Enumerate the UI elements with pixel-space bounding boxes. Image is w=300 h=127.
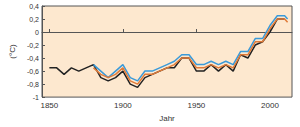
svg-text:(°C): (°C) xyxy=(8,44,17,59)
svg-text:2000: 2000 xyxy=(261,101,279,110)
svg-text:0,2: 0,2 xyxy=(29,16,39,23)
svg-text:-0,8: -0,8 xyxy=(27,81,39,88)
svg-text:0: 0 xyxy=(35,29,39,36)
svg-text:1900: 1900 xyxy=(114,101,132,110)
svg-text:0,4: 0,4 xyxy=(29,3,39,10)
svg-text:-0,4: -0,4 xyxy=(27,55,39,62)
svg-text:-0,6: -0,6 xyxy=(27,68,39,75)
svg-text:-0,2: -0,2 xyxy=(27,42,39,49)
svg-text:1850: 1850 xyxy=(40,101,58,110)
svg-text:1950: 1950 xyxy=(188,101,206,110)
svg-text:Jahr: Jahr xyxy=(159,114,175,123)
svg-text:-1: -1 xyxy=(33,94,39,101)
